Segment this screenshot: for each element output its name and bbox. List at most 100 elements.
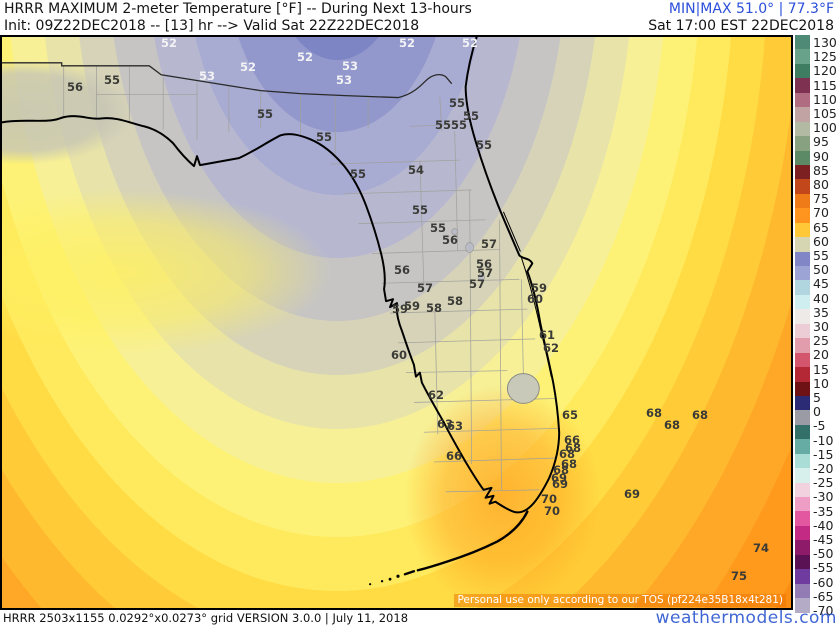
- header: HRRR MAXIMUM 2-meter Temperature [°F] --…: [0, 0, 839, 35]
- temp-label: 55: [429, 221, 447, 235]
- temp-label: 70: [543, 504, 561, 518]
- temp-label: 56: [475, 257, 493, 271]
- page-title: HRRR MAXIMUM 2-meter Temperature [°F] --…: [4, 1, 472, 17]
- minmax-readout: MIN|MAX 51.0° | 77.3°F: [668, 1, 834, 17]
- temp-label: 52: [296, 50, 314, 64]
- colorbar-band: [795, 107, 810, 122]
- temp-label: 52: [160, 36, 178, 50]
- colorbar-tick: -30: [813, 489, 834, 505]
- colorbar-tick: 35: [813, 304, 829, 320]
- temp-label: 58: [425, 301, 443, 315]
- temp-label: 55: [256, 107, 274, 121]
- colorbar-tick: 100: [813, 120, 837, 136]
- colorbar-band: [795, 395, 810, 411]
- colorbar-tick: -10: [813, 432, 834, 448]
- temperature-labels-layer: 52 53 52 52 53 53 52 52 56 55 55 55 55 55 55 55 55 55 54 55…: [2, 36, 791, 608]
- temp-label: 63: [436, 417, 454, 431]
- colorbar-tick: 25: [813, 333, 829, 349]
- colorbar-band: [795, 136, 810, 151]
- temp-label: 55: [448, 96, 466, 110]
- colorbar-band: [795, 583, 810, 599]
- colorbar-band: [795, 237, 810, 252]
- temp-label: 55: [349, 167, 367, 181]
- temp-label: 54: [407, 163, 425, 177]
- colorbar-tick: 10: [813, 375, 829, 391]
- colorbar-band: [795, 525, 810, 541]
- temp-label: 53: [335, 73, 353, 87]
- valid-local-time: Sat 17:00 EST 22DEC2018: [648, 18, 834, 34]
- temp-label: 68: [564, 441, 582, 455]
- temp-label: 60: [526, 292, 544, 306]
- temp-label: 57: [480, 237, 498, 251]
- grid-info: HRRR 2503x1155 0.0292°x0.0273° grid VERS…: [3, 611, 409, 625]
- temp-label: 68: [558, 447, 576, 461]
- colorbar-band: [795, 280, 810, 295]
- colorbar-band: [795, 554, 810, 570]
- colorbar-tick: 65: [813, 219, 829, 235]
- colorbar-tick: -45: [813, 532, 834, 547]
- temp-label: 55: [450, 118, 468, 132]
- temp-label: 55: [315, 130, 333, 144]
- colorbar-tick: 50: [813, 262, 829, 278]
- colorbar-band: [795, 92, 810, 108]
- colorbar-band: [795, 540, 810, 555]
- temp-label: 66: [563, 433, 581, 447]
- colorbar-tick: 80: [813, 177, 829, 192]
- state-border: [2, 62, 453, 99]
- colorbar-band: [795, 410, 810, 425]
- temp-label: 55: [462, 109, 480, 123]
- watermark-site: weathermodels.com: [655, 608, 837, 628]
- temp-label: 53: [198, 69, 216, 83]
- colorbar-tick: 90: [813, 148, 829, 164]
- colorbar-tick: 45: [813, 276, 829, 292]
- colorbar-band: [795, 35, 810, 50]
- colorbar-tick: 75: [813, 191, 829, 207]
- temp-label: 55: [434, 118, 452, 132]
- colorbar-tick: 55: [813, 248, 829, 263]
- colorbar-band: [795, 367, 810, 382]
- temp-label: 62: [542, 341, 560, 355]
- colorbar-tick: -25: [813, 475, 834, 491]
- colorbar-band: [795, 150, 810, 165]
- colorbar-band: [795, 309, 810, 324]
- colorbar-tick: -5: [813, 418, 826, 434]
- temp-label: 58: [446, 294, 464, 308]
- colorbar-tick: 60: [813, 233, 829, 249]
- temp-label: 75: [730, 569, 748, 583]
- small-lakes: [451, 228, 485, 282]
- colorbar-band: [795, 338, 810, 353]
- temp-label: 56: [66, 80, 84, 94]
- colorbar-tick: -15: [813, 446, 834, 462]
- colorbar-tick: -50: [813, 546, 834, 562]
- colorbar-tick: 125: [813, 49, 837, 65]
- temp-label: 68: [663, 418, 681, 432]
- temp-label: 59: [530, 281, 548, 295]
- colorbar-band: [795, 266, 810, 281]
- colorbar-band: [795, 121, 810, 137]
- colorbar-band: [795, 193, 810, 209]
- colorbar-band: [795, 482, 810, 497]
- temp-label: 63: [446, 419, 464, 433]
- colorbar-tick: -40: [813, 517, 834, 533]
- temp-label: 68: [691, 408, 709, 422]
- colorbar-band: [795, 164, 810, 180]
- colorbar-tick: -20: [813, 461, 834, 476]
- temp-label: 55: [475, 138, 493, 152]
- florida-coastline: [2, 37, 561, 514]
- florida-keys: [403, 510, 529, 576]
- keys-islets: [369, 574, 400, 586]
- temp-label: 68: [552, 463, 570, 477]
- colorbar-band: [795, 78, 810, 93]
- colorbar-band: [795, 294, 810, 310]
- colorbar-band: [795, 222, 810, 238]
- colorbar-tick: 0: [813, 404, 821, 420]
- temp-label: 59: [391, 302, 409, 316]
- temp-label: 61: [538, 328, 556, 342]
- colorbar-band: [795, 251, 810, 266]
- temp-label: 65: [561, 408, 579, 422]
- colorbar-tick: 40: [813, 290, 829, 306]
- temp-label: 68: [560, 457, 578, 471]
- colorbar-tick: -65: [813, 588, 834, 604]
- colorbar-tick: 105: [813, 106, 837, 121]
